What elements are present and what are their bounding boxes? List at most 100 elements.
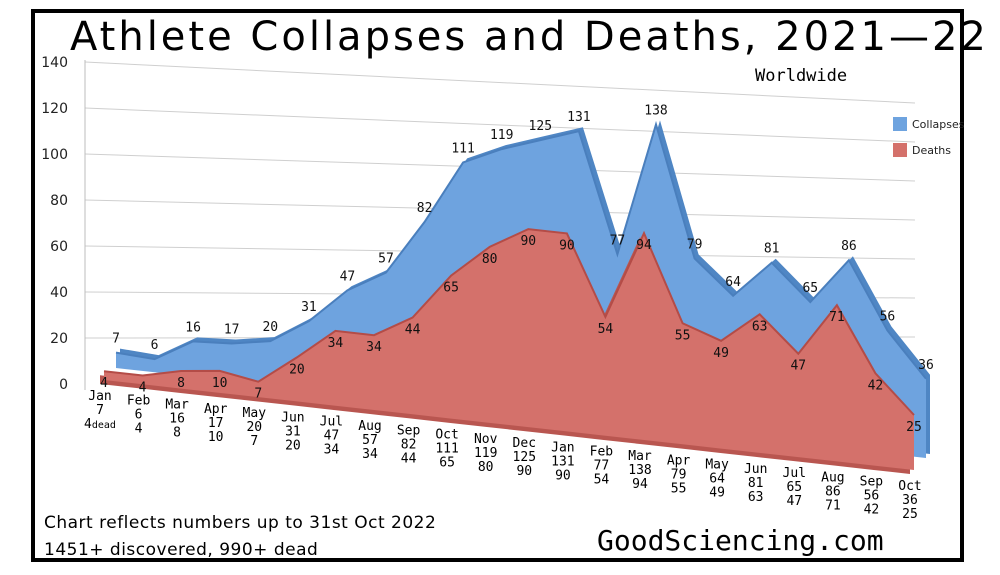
gridline	[84, 107, 916, 143]
x-tick-collapses: 31	[285, 424, 301, 439]
y-tick-label: 40	[50, 285, 68, 301]
collapses-data-label: 111	[451, 141, 474, 156]
x-tick-deaths: 44	[401, 451, 417, 466]
x-tick-label: Mar	[165, 398, 189, 413]
x-tick-deaths: 90	[555, 468, 571, 483]
x-tick-collapses: 16	[169, 412, 185, 427]
collapses-data-label: 7	[112, 332, 120, 347]
x-tick-deaths: 55	[671, 481, 687, 496]
x-tick-deaths: 4dead	[84, 417, 116, 432]
legend-label-deaths: Deaths	[912, 144, 951, 157]
x-tick-deaths: 10	[208, 430, 224, 445]
collapses-data-label: 36	[918, 358, 934, 373]
collapses-data-label: 65	[802, 281, 818, 296]
deaths-data-label: 20	[289, 362, 305, 377]
x-tick-collapses: 138	[628, 463, 651, 478]
x-tick-deaths: 4	[135, 421, 143, 436]
x-tick-label: Feb	[127, 393, 151, 408]
site-credit: GoodSciencing.com	[597, 524, 884, 557]
x-tick-collapses: 111	[435, 442, 458, 457]
deaths-data-label: 65	[443, 281, 459, 296]
deaths-data-label: 71	[829, 310, 845, 325]
x-tick-label: Sep	[860, 475, 884, 490]
collapses-data-label: 119	[490, 128, 513, 143]
collapses-data-label: 125	[529, 119, 552, 134]
deaths-data-label: 55	[675, 328, 691, 343]
x-tick-label: Feb	[590, 445, 614, 460]
y-tick-label: 60	[50, 239, 68, 255]
x-tick-collapses: 125	[513, 450, 536, 465]
deaths-line	[103, 228, 915, 416]
x-tick-collapses: 86	[825, 484, 841, 499]
x-tick-collapses: 17	[208, 416, 224, 431]
collapses-data-label: 138	[644, 103, 667, 118]
x-tick-deaths: 49	[709, 486, 725, 501]
deaths-data-label: 8	[177, 376, 185, 391]
deaths-data-label: 44	[405, 323, 421, 338]
deaths-data-label: 80	[482, 252, 498, 267]
x-tick-label: Nov	[474, 432, 498, 447]
y-tick-label: 140	[41, 55, 68, 71]
x-tick-label: May	[705, 458, 729, 473]
x-tick-collapses: 56	[864, 489, 880, 504]
x-tick-deaths: 25	[902, 507, 918, 522]
deaths-data-label: 90	[559, 238, 575, 253]
deaths-data-label: 90	[520, 234, 536, 249]
x-tick-collapses: 65	[786, 480, 802, 495]
footnote-totals: 1451+ discovered, 990+ dead	[44, 540, 319, 560]
x-tick-collapses: 82	[401, 437, 417, 452]
x-tick-label: Jun	[281, 410, 304, 425]
gridline	[84, 61, 916, 104]
x-tick-label: Jul	[783, 466, 806, 481]
x-tick-deaths: 71	[825, 498, 841, 513]
x-tick-collapses: 36	[902, 493, 918, 508]
x-tick-collapses: 77	[594, 459, 610, 474]
deaths-data-label: 10	[212, 376, 228, 391]
deaths-data-label: 4	[100, 376, 108, 391]
collapses-data-label: 64	[725, 275, 741, 290]
x-tick-deaths: 63	[748, 490, 764, 505]
x-tick-label: Oct	[435, 428, 458, 443]
x-tick-collapses: 20	[246, 420, 262, 435]
collapses-data-label: 81	[764, 242, 780, 257]
x-tick-collapses: 81	[748, 476, 764, 491]
collapses-data-label: 79	[687, 238, 703, 253]
x-tick-label: Apr	[204, 402, 228, 417]
collapses-data-label: 86	[841, 239, 857, 254]
deaths-data-label: 63	[752, 319, 768, 334]
y-tick-label: 80	[50, 193, 68, 209]
x-tick-label: Jun	[744, 462, 767, 477]
x-tick-dead-suffix: dead	[92, 420, 116, 431]
x-tick-collapses: 79	[671, 467, 687, 482]
x-tick-label: Aug	[821, 470, 844, 485]
collapses-data-label: 16	[185, 320, 201, 335]
x-tick-collapses: 131	[551, 454, 574, 469]
x-tick-label: May	[243, 406, 267, 421]
deaths-data-label: 94	[636, 238, 652, 253]
x-tick-label: Sep	[397, 423, 421, 438]
collapses-data-label: 57	[378, 252, 394, 267]
x-tick-collapses: 57	[362, 433, 378, 448]
x-tick-collapses: 6	[135, 407, 143, 422]
x-tick-label: Apr	[667, 453, 691, 468]
x-tick-collapses: 64	[709, 472, 725, 487]
collapses-data-label: 47	[340, 269, 356, 284]
x-tick-deaths: 7	[250, 434, 258, 449]
x-tick-deaths: 8	[173, 426, 181, 441]
y-tick-label: 120	[41, 101, 68, 117]
x-tick-collapses: 47	[324, 429, 340, 444]
deaths-data-label: 54	[598, 322, 614, 337]
x-tick-label: Oct	[898, 479, 921, 494]
deaths-data-label: 25	[906, 420, 922, 435]
x-tick-deaths: 34	[324, 443, 340, 458]
collapses-data-label: 20	[262, 320, 278, 335]
deaths-data-label: 34	[366, 340, 382, 355]
collapses-data-label: 31	[301, 300, 317, 315]
legend-label-collapses: Collapses	[912, 118, 965, 131]
collapses-data-label: 82	[417, 201, 433, 216]
y-tick-label: 20	[50, 331, 68, 347]
collapses-data-label: 6	[151, 338, 159, 353]
collapses-line	[115, 120, 927, 380]
deaths-data-label: 4	[139, 381, 147, 396]
